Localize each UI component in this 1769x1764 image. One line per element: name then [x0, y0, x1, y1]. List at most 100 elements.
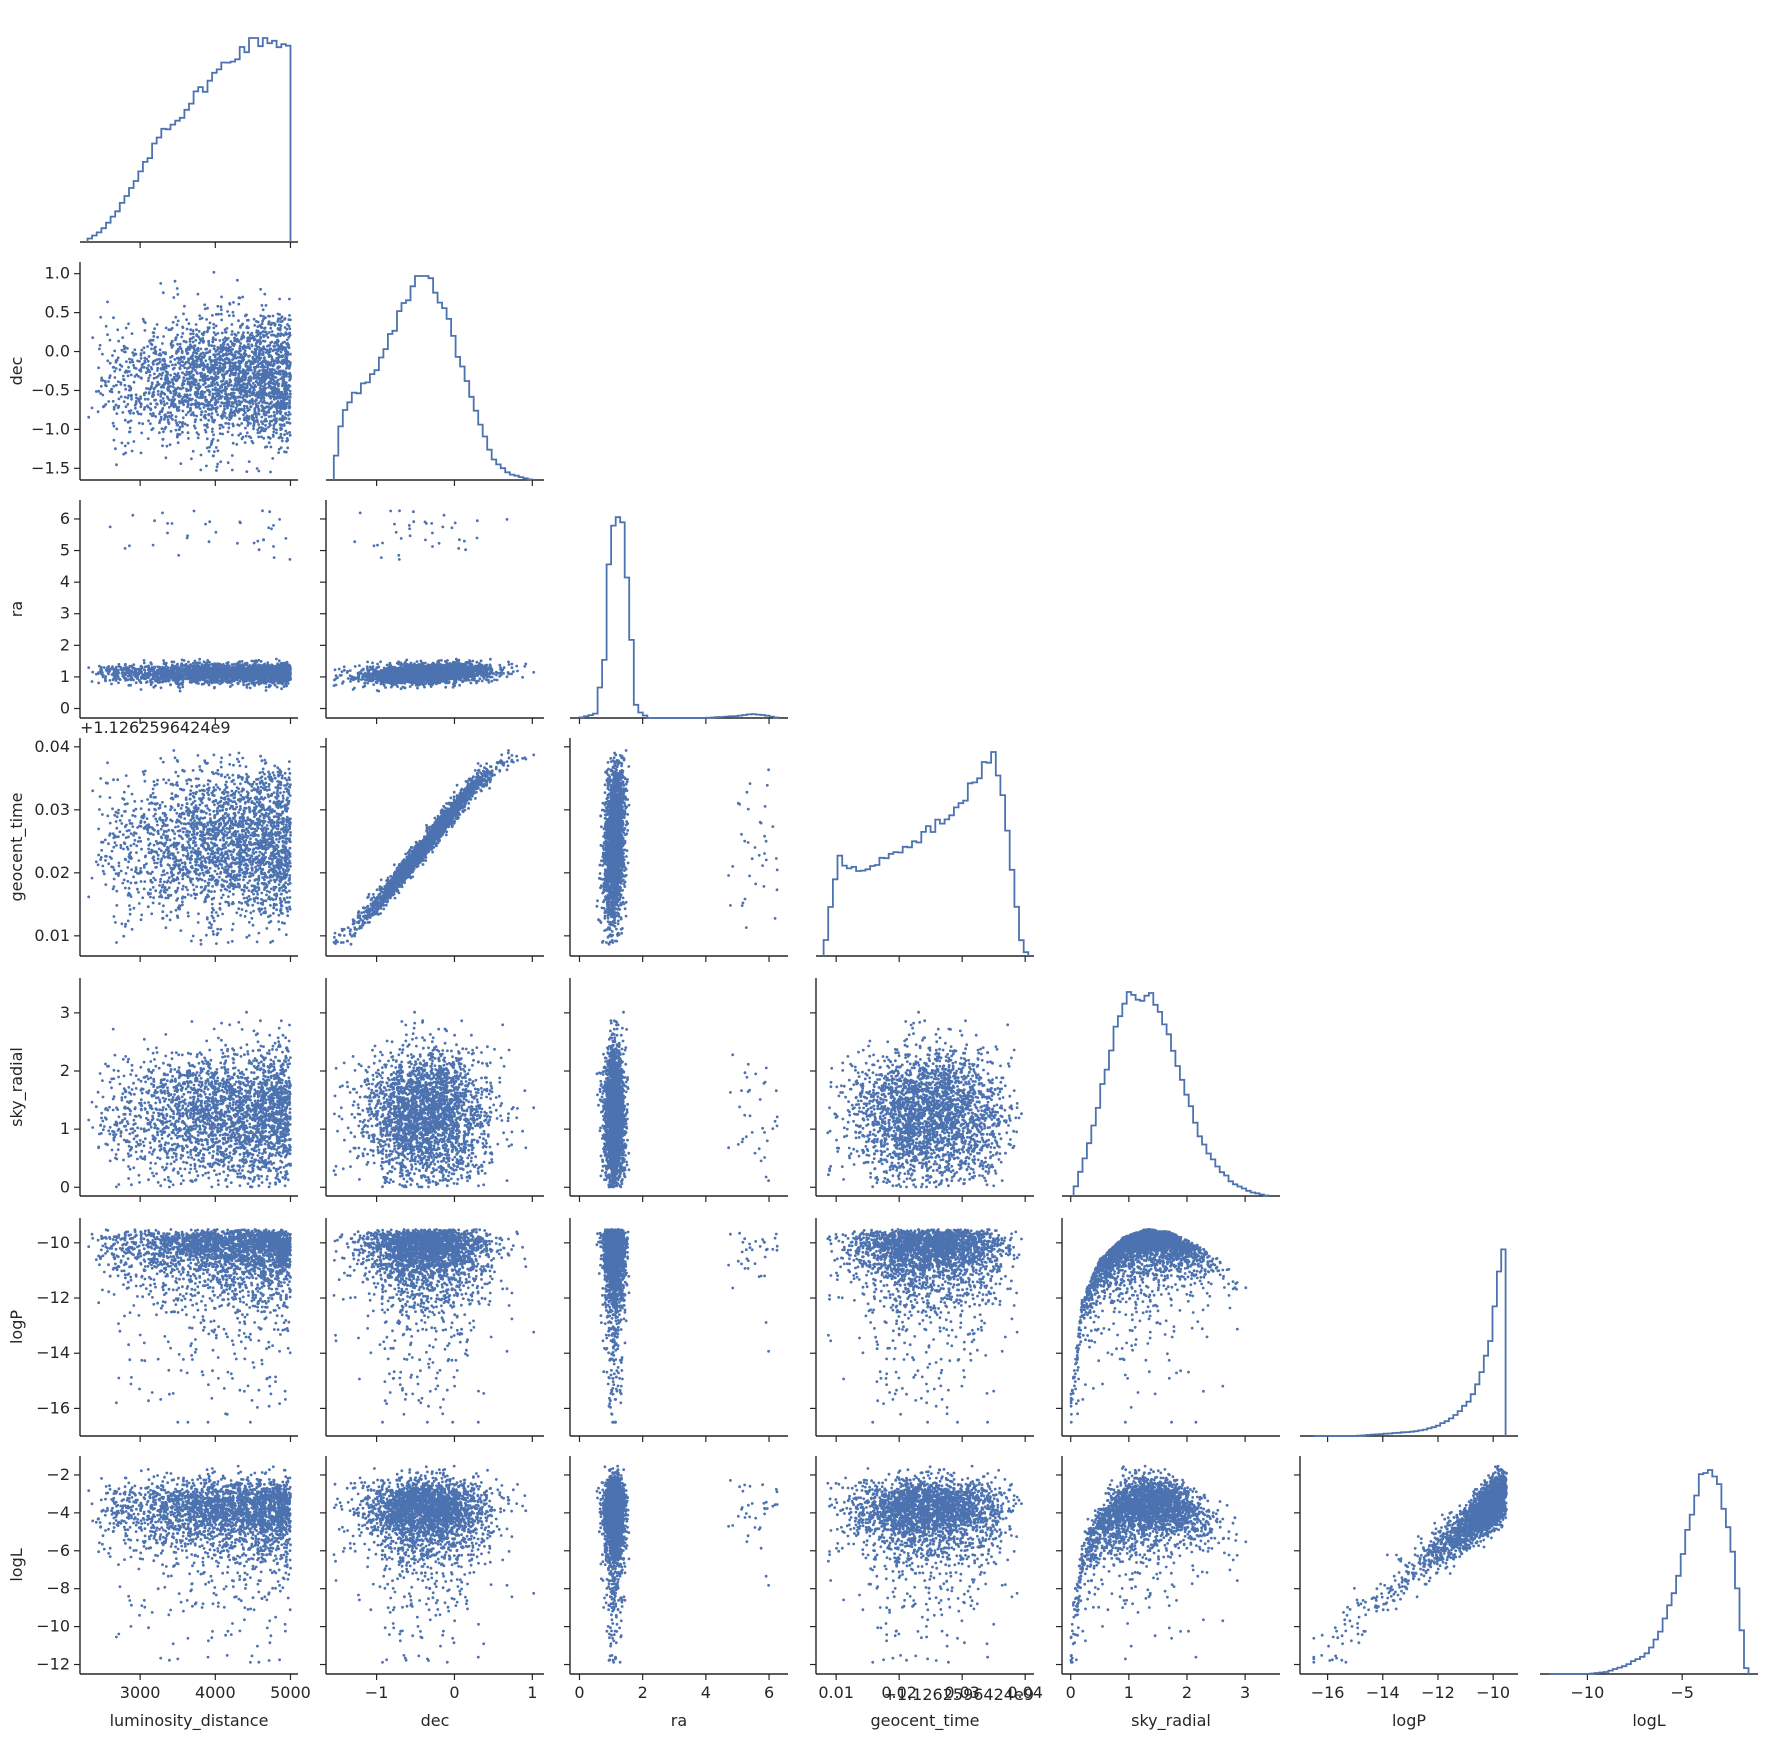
point [201, 337, 204, 340]
point [251, 391, 254, 394]
point [165, 327, 168, 330]
point [288, 399, 291, 402]
y-axis-label: dec [7, 357, 26, 386]
point [248, 435, 251, 438]
point [235, 407, 238, 410]
point [252, 382, 255, 385]
point [261, 304, 264, 307]
point [168, 380, 171, 383]
point [208, 446, 211, 449]
point [277, 367, 280, 370]
y-tick-label: 0 [60, 699, 70, 718]
point [259, 343, 262, 346]
point [163, 382, 166, 385]
point [195, 371, 198, 374]
point [284, 349, 287, 352]
point [259, 347, 262, 350]
point [197, 349, 200, 352]
y-tick-label: 2 [60, 635, 70, 654]
point [145, 387, 148, 390]
point [203, 380, 206, 383]
point [244, 395, 247, 398]
point [148, 392, 151, 395]
point [163, 404, 166, 407]
point [127, 421, 130, 424]
point [185, 370, 188, 373]
point [231, 423, 234, 426]
point [193, 366, 196, 369]
point [152, 363, 155, 366]
point [166, 402, 169, 405]
point [234, 371, 237, 374]
point [115, 359, 118, 362]
point [174, 394, 177, 397]
point [253, 318, 256, 321]
point [245, 314, 248, 317]
point [266, 345, 269, 348]
point [224, 328, 227, 331]
point [260, 398, 263, 401]
point [186, 328, 189, 331]
point [231, 434, 234, 437]
point [97, 390, 100, 393]
point [177, 361, 180, 364]
point [243, 372, 246, 375]
point [140, 366, 143, 369]
point [99, 392, 102, 395]
point [213, 372, 216, 375]
point [175, 415, 178, 418]
point [220, 308, 223, 311]
point [146, 345, 149, 348]
point [169, 443, 172, 446]
point [264, 327, 267, 330]
point [288, 418, 291, 421]
point [279, 329, 282, 332]
point [217, 376, 220, 379]
point [286, 432, 289, 435]
point [207, 385, 210, 388]
point [165, 367, 168, 370]
point [197, 347, 200, 350]
point [112, 385, 115, 388]
histogram-dec [334, 276, 533, 480]
point [280, 370, 283, 373]
point [196, 393, 199, 396]
point [157, 393, 160, 396]
point [208, 394, 211, 397]
point [285, 403, 288, 406]
point [239, 371, 242, 374]
point [163, 358, 166, 361]
point [235, 381, 238, 384]
point [273, 415, 276, 418]
point [273, 324, 276, 327]
point [255, 366, 258, 369]
point [200, 413, 203, 416]
point [159, 348, 162, 351]
point [178, 367, 181, 370]
point [109, 362, 112, 365]
point [242, 375, 245, 378]
point [257, 413, 260, 416]
point [223, 408, 226, 411]
point [250, 369, 253, 372]
point [207, 343, 210, 346]
point [235, 387, 238, 390]
point [280, 433, 283, 436]
point [208, 413, 211, 416]
point [112, 366, 115, 369]
point [198, 337, 201, 340]
point [175, 375, 178, 378]
point [232, 314, 235, 317]
point [187, 352, 190, 355]
point [273, 395, 276, 398]
point [216, 463, 219, 466]
point [159, 361, 162, 364]
point [165, 456, 168, 459]
point [202, 352, 205, 355]
point [216, 465, 219, 468]
point [275, 432, 278, 435]
point [270, 386, 273, 389]
y-tick-label: 6 [60, 509, 70, 528]
point [213, 345, 216, 348]
point [186, 377, 189, 380]
